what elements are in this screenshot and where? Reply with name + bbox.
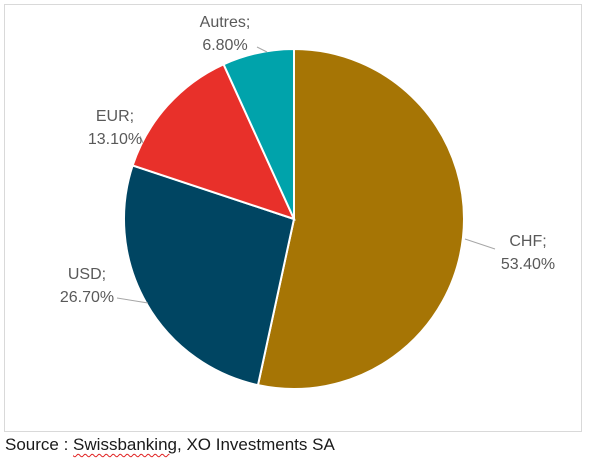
leader-line-autres xyxy=(256,46,268,53)
pie-slice-chf xyxy=(256,47,465,390)
leader-line-usd xyxy=(116,297,149,304)
data-label-value-autres: 6.80% xyxy=(202,37,247,54)
data-label-value-chf: 53.40% xyxy=(501,256,555,273)
source-note: Source : Swissbanking, XO Investments SA xyxy=(5,435,335,455)
pie-slice-eur xyxy=(131,62,296,221)
data-label-value-usd: 26.70% xyxy=(60,289,114,306)
chart-area: CHF; 53.40% USD; 26.70% EUR; 13.10% Autres; 6.8… xyxy=(4,4,582,432)
pie-slice-autres xyxy=(222,47,295,220)
pie-chart: CHF; 53.40% USD; 26.70% EUR; 13.10% Autres; 6.8… xyxy=(60,14,555,390)
leader-line-eur xyxy=(139,135,144,144)
data-label-name-chf: CHF; xyxy=(509,233,546,250)
source-prefix: Source : xyxy=(5,435,74,454)
data-label-name-autres: Autres; xyxy=(200,14,251,31)
leader-line-chf xyxy=(464,238,496,250)
data-label-value-eur: 13.10% xyxy=(88,131,142,148)
source-swissbanking: Swissbanking xyxy=(73,435,177,454)
data-label-name-usd: USD; xyxy=(68,266,106,283)
source-suffix: , XO Investments SA xyxy=(177,435,335,454)
data-label-name-eur: EUR; xyxy=(96,108,134,125)
